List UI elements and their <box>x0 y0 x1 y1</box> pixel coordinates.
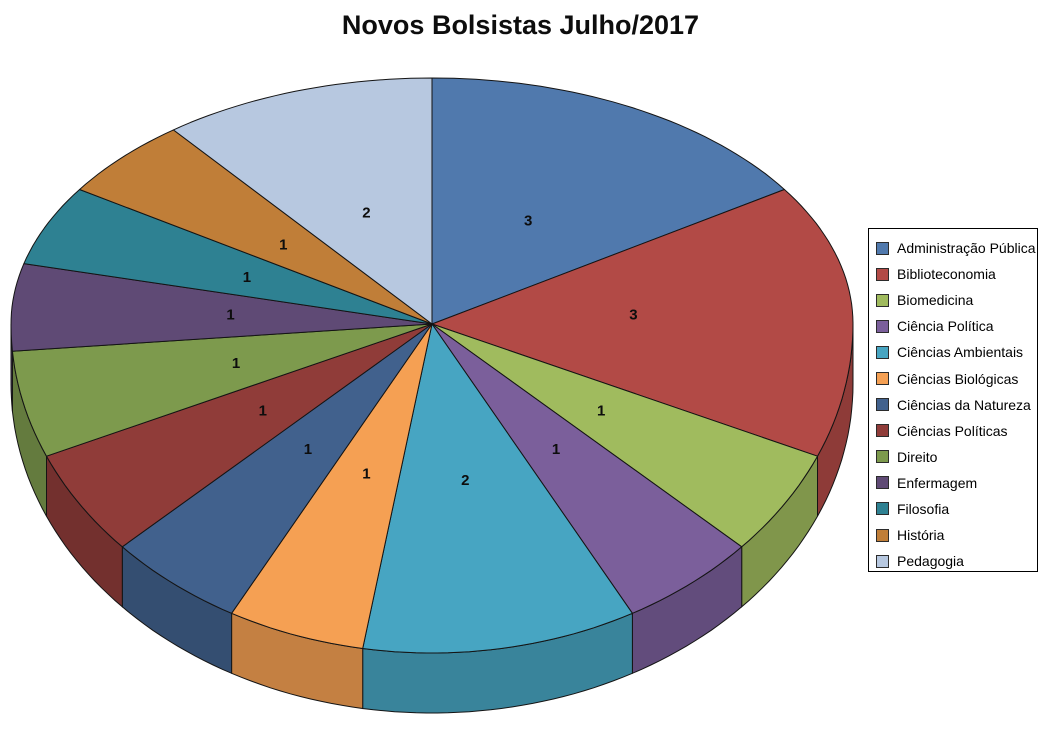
legend-label: Pedagogia <box>897 553 964 570</box>
legend-item-7: Ciências Políticas <box>876 418 1037 444</box>
legend-label: Biblioteconomia <box>897 266 996 283</box>
pie-slice-0 <box>431 77 785 325</box>
slice-data-label-4: 2 <box>461 472 469 489</box>
legend-item-12: Pedagogia <box>876 548 1037 574</box>
legend-swatch-icon <box>876 450 889 464</box>
legend-swatch-icon <box>876 528 889 542</box>
legend: Administração Pública Biblioteconomia Biom… <box>868 228 1038 572</box>
legend-swatch-icon <box>876 372 889 386</box>
legend-label: Ciências Ambientais <box>897 344 1024 361</box>
slice-data-label-6: 1 <box>304 441 312 458</box>
slice-data-label-10: 1 <box>243 269 251 286</box>
legend-swatch-icon <box>876 398 889 412</box>
pie-slice-12 <box>172 77 433 325</box>
pie-slice-10 <box>23 189 433 325</box>
legend-label: Ciências Biológicas <box>897 370 1019 387</box>
legend-label: Enfermagem <box>897 474 978 491</box>
slice-data-label-9: 1 <box>226 306 234 323</box>
legend-item-9: Enfermagem <box>876 470 1037 496</box>
legend-item-10: Filosofia <box>876 496 1037 522</box>
pie-slice-2 <box>431 323 818 548</box>
legend-item-11: História <box>876 522 1037 548</box>
legend-item-6: Ciências da Natureza <box>876 392 1037 418</box>
pie-slice-4 <box>362 323 633 654</box>
legend-item-4: Ciências Ambientais <box>876 339 1037 365</box>
legend-item-1: Biblioteconomia <box>876 261 1037 287</box>
legend-swatch-icon <box>876 267 889 281</box>
legend-label: Ciências da Natureza <box>897 396 1031 413</box>
slice-data-label-3: 1 <box>552 441 560 458</box>
pie-slice-5 <box>231 323 433 649</box>
legend-item-3: Ciência Política <box>876 313 1037 339</box>
pie-slice-3 <box>431 323 743 614</box>
legend-swatch-icon <box>876 554 889 568</box>
pie-slice-9 <box>10 263 433 352</box>
slice-data-label-11: 1 <box>279 236 287 253</box>
legend-swatch-icon <box>876 319 889 333</box>
legend-label: Direito <box>897 448 938 465</box>
legend-swatch-icon <box>876 502 889 516</box>
pie-slice-8 <box>11 323 433 457</box>
slice-data-label-8: 1 <box>232 355 240 372</box>
legend-swatch-icon <box>876 293 889 307</box>
slice-data-label-12: 2 <box>362 205 370 222</box>
legend-swatch-icon <box>876 424 889 438</box>
legend-item-2: Biomedicina <box>876 287 1037 313</box>
legend-item-0: Administração Pública <box>876 235 1037 261</box>
legend-swatch-icon <box>876 241 889 255</box>
legend-item-8: Direito <box>876 444 1037 470</box>
legend-item-5: Ciências Biológicas <box>876 365 1037 391</box>
legend-label: Administração Pública <box>897 240 1036 257</box>
legend-label: Biomedicina <box>897 292 974 309</box>
pie-slice-11 <box>79 129 433 325</box>
slice-data-label-1: 3 <box>629 306 637 323</box>
slice-data-label-2: 1 <box>597 403 605 420</box>
pie-slice-6 <box>121 323 433 614</box>
legend-label: Filosofia <box>897 500 950 517</box>
legend-swatch-icon <box>876 345 889 359</box>
legend-label: História <box>897 527 945 544</box>
slice-data-label-0: 3 <box>524 212 532 229</box>
legend-label: Ciências Políticas <box>897 422 1008 439</box>
pie-slice-1 <box>431 189 854 457</box>
legend-label: Ciência Política <box>897 318 994 335</box>
chart-title: Novos Bolsistas Julho/2017 <box>341 10 700 40</box>
legend-swatch-icon <box>876 476 889 490</box>
slice-data-label-7: 1 <box>259 403 267 420</box>
slice-data-label-5: 1 <box>362 466 370 483</box>
pie-slice-7 <box>46 323 433 548</box>
